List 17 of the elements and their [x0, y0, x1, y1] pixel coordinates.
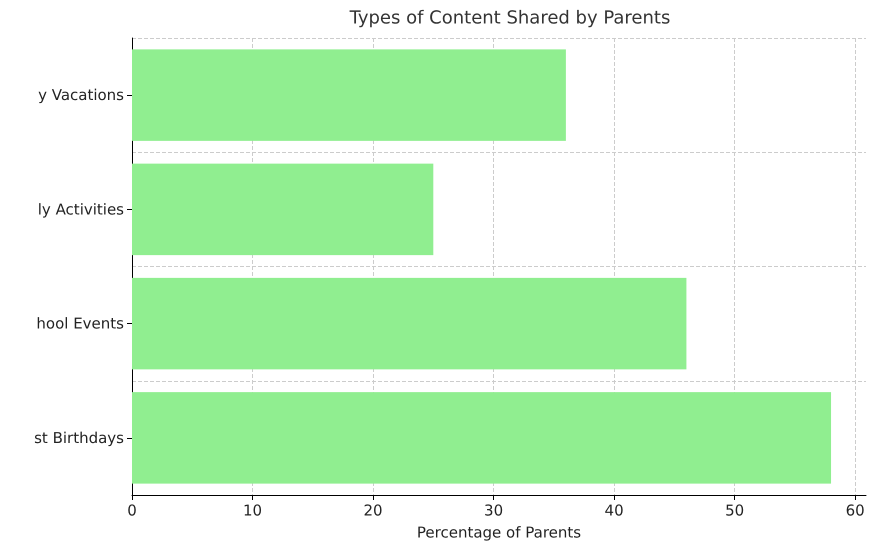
x-tick-label: 60: [846, 502, 865, 520]
bar: [132, 49, 566, 141]
x-axis-title: Percentage of Parents: [416, 524, 582, 542]
y-tick-label: hool Events: [36, 314, 124, 333]
chart-title: Types of Content Shared by Parents: [348, 8, 670, 28]
x-tick-label: 30: [484, 502, 504, 520]
x-tick-label: 0: [127, 502, 137, 520]
y-tick-label: st Birthdays: [34, 428, 124, 447]
bar: [132, 164, 434, 256]
bar: [132, 278, 686, 370]
y-tick-label: y Vacations: [38, 86, 124, 104]
x-tick-label: 20: [364, 502, 383, 520]
bar: [132, 392, 832, 484]
x-tick-label: 40: [604, 502, 624, 520]
x-tick-label: 10: [242, 502, 262, 520]
x-tick-label: 50: [725, 502, 744, 520]
y-tick-label: ly Activities: [38, 200, 124, 218]
